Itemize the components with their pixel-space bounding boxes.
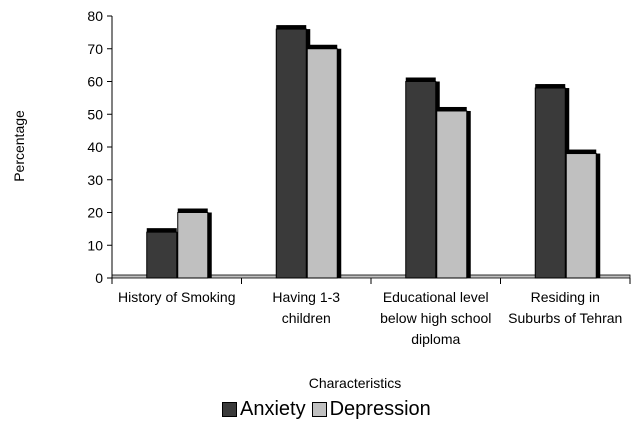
x-tick-label: Educational level bbox=[383, 289, 489, 305]
legend-item-depression: Depression bbox=[312, 398, 431, 421]
bar-depression bbox=[437, 111, 467, 278]
y-tick-label: 0 bbox=[95, 270, 103, 286]
x-tick-label: Having 1-3 bbox=[272, 289, 340, 305]
bar-anxiety bbox=[535, 88, 565, 278]
y-tick-label: 60 bbox=[87, 74, 103, 90]
x-axis-title: Characteristics bbox=[309, 375, 402, 391]
bar-top bbox=[566, 150, 596, 154]
bar-anxiety bbox=[276, 29, 306, 278]
bar-shadow bbox=[467, 111, 471, 278]
y-tick-label: 50 bbox=[87, 106, 103, 122]
y-tick-label: 10 bbox=[87, 237, 103, 253]
bar-depression bbox=[178, 213, 208, 279]
bar-depression bbox=[307, 49, 337, 278]
legend-item-anxiety: Anxiety bbox=[222, 398, 306, 421]
y-tick-label: 80 bbox=[87, 8, 103, 24]
legend: Anxiety Depression bbox=[222, 398, 437, 421]
y-tick-label: 20 bbox=[87, 205, 103, 221]
y-axis: 0 10 20 30 40 50 60 70 80 bbox=[87, 8, 112, 286]
x-tick-label: Residing in bbox=[531, 289, 600, 305]
bar-shadow bbox=[596, 154, 600, 278]
y-tick-label: 40 bbox=[87, 139, 103, 155]
legend-swatch-depression bbox=[312, 402, 327, 417]
bar-top bbox=[535, 84, 565, 88]
bar-depression bbox=[566, 154, 596, 278]
bar-top bbox=[276, 25, 306, 29]
bar-top bbox=[307, 45, 337, 49]
legend-label-depression: Depression bbox=[330, 398, 431, 421]
x-tick-label: Suburbs of Tehran bbox=[508, 310, 622, 326]
bar-shadow bbox=[208, 213, 212, 279]
x-axis: History of Smoking Having 1-3 children Educ… bbox=[112, 278, 630, 347]
x-tick-label: below high school bbox=[380, 310, 491, 326]
bar-top bbox=[437, 107, 467, 111]
y-tick-label: 70 bbox=[87, 41, 103, 57]
bars bbox=[147, 25, 601, 278]
x-tick-label: diploma bbox=[411, 331, 460, 347]
x-tick-label: History of Smoking bbox=[118, 289, 235, 305]
legend-label-anxiety: Anxiety bbox=[240, 398, 306, 421]
bar-shadow bbox=[337, 49, 341, 278]
x-tick-label: children bbox=[282, 310, 331, 326]
bar-top bbox=[178, 209, 208, 213]
y-tick-label: 30 bbox=[87, 172, 103, 188]
bar-anxiety bbox=[147, 232, 177, 278]
bar-anxiety bbox=[406, 82, 436, 279]
bar-top bbox=[406, 78, 436, 82]
legend-swatch-anxiety bbox=[222, 402, 237, 417]
y-axis-title: Percentage bbox=[11, 110, 27, 182]
bar-top bbox=[147, 228, 177, 232]
